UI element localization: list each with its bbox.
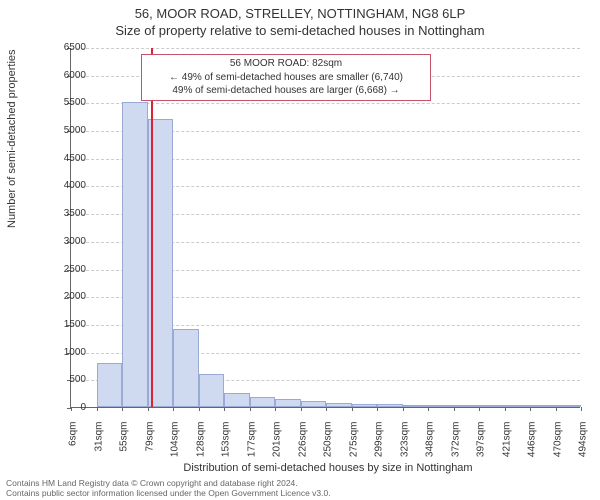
ytick-label: 5000 — [36, 126, 86, 136]
xtick-label: 446sqm — [527, 422, 538, 472]
chart-title-block: 56, MOOR ROAD, STRELLEY, NOTTINGHAM, NG8… — [0, 0, 600, 40]
xtick-label: 177sqm — [246, 422, 257, 472]
xtick-label: 421sqm — [501, 422, 512, 472]
ytick-label: 0 — [36, 403, 86, 413]
ytick-label: 2000 — [36, 292, 86, 302]
xtick-mark — [377, 407, 378, 411]
gridline — [71, 48, 580, 49]
ytick-label: 3500 — [36, 209, 86, 219]
histogram-bar — [454, 405, 480, 407]
ytick-label: 4000 — [36, 181, 86, 191]
ytick-label: 500 — [36, 375, 86, 385]
ytick-label: 5500 — [36, 98, 86, 108]
ytick-label: 3000 — [36, 237, 86, 247]
xtick-mark — [301, 407, 302, 411]
ytick-label: 6500 — [36, 43, 86, 53]
histogram-bar — [250, 397, 276, 407]
xtick-mark — [199, 407, 200, 411]
xtick-label: 250sqm — [323, 422, 334, 472]
xtick-label: 372sqm — [450, 422, 461, 472]
chart-footer: Contains HM Land Registry data © Crown c… — [6, 478, 331, 498]
annotation-line1: 56 MOOR ROAD: 82sqm — [148, 57, 424, 71]
x-axis-label: Distribution of semi-detached houses by … — [28, 462, 600, 474]
xtick-label: 299sqm — [374, 422, 385, 472]
xtick-label: 201sqm — [272, 422, 283, 472]
annotation-line3: 49% of semi-detached houses are larger (… — [148, 84, 424, 98]
footer-line1: Contains HM Land Registry data © Crown c… — [6, 478, 331, 488]
xtick-mark — [556, 407, 557, 411]
ytick-label: 2500 — [36, 265, 86, 275]
xtick-label: 397sqm — [476, 422, 487, 472]
xtick-label: 348sqm — [425, 422, 436, 472]
xtick-mark — [581, 407, 582, 411]
histogram-bar — [403, 405, 429, 407]
xtick-mark — [275, 407, 276, 411]
histogram-bar — [505, 405, 531, 407]
annotation-box: 56 MOOR ROAD: 82sqm← 49% of semi-detache… — [141, 54, 431, 101]
xtick-mark — [173, 407, 174, 411]
xtick-label: 104sqm — [170, 422, 181, 472]
xtick-mark — [326, 407, 327, 411]
histogram-bar — [326, 403, 352, 407]
xtick-mark — [352, 407, 353, 411]
xtick-label: 275sqm — [348, 422, 359, 472]
xtick-label: 79sqm — [144, 422, 155, 472]
ytick-label: 4500 — [36, 154, 86, 164]
histogram-bar — [97, 363, 123, 407]
histogram-bar — [199, 374, 225, 407]
chart-title-line2: Size of property relative to semi-detach… — [0, 23, 600, 40]
histogram-bar — [173, 329, 199, 407]
property-marker-line — [151, 48, 153, 407]
xtick-mark — [530, 407, 531, 411]
chart-title-line1: 56, MOOR ROAD, STRELLEY, NOTTINGHAM, NG8… — [0, 6, 600, 23]
xtick-label: 6sqm — [68, 422, 79, 472]
ytick-label: 6000 — [36, 71, 86, 81]
xtick-mark — [454, 407, 455, 411]
xtick-mark — [97, 407, 98, 411]
histogram-bar — [556, 405, 582, 407]
xtick-mark — [403, 407, 404, 411]
ytick-label: 1500 — [36, 320, 86, 330]
xtick-label: 153sqm — [221, 422, 232, 472]
ytick-label: 1000 — [36, 348, 86, 358]
histogram-bar — [224, 393, 250, 407]
xtick-label: 226sqm — [297, 422, 308, 472]
histogram-bar — [530, 405, 556, 407]
xtick-mark — [250, 407, 251, 411]
histogram-bar — [301, 401, 327, 407]
xtick-label: 494sqm — [578, 422, 589, 472]
plot-area: 56 MOOR ROAD: 82sqm← 49% of semi-detache… — [70, 48, 580, 408]
histogram-bar — [352, 404, 378, 407]
xtick-label: 128sqm — [195, 422, 206, 472]
footer-line2: Contains public sector information licen… — [6, 488, 331, 498]
y-axis-label: Number of semi-detached properties — [6, 49, 18, 228]
histogram-bar — [377, 404, 403, 407]
histogram-bar — [479, 405, 505, 407]
xtick-label: 323sqm — [399, 422, 410, 472]
xtick-mark — [224, 407, 225, 411]
xtick-mark — [479, 407, 480, 411]
xtick-label: 31sqm — [93, 422, 104, 472]
xtick-mark — [505, 407, 506, 411]
histogram-bar — [122, 102, 148, 407]
histogram-bar — [428, 405, 454, 407]
xtick-label: 55sqm — [119, 422, 130, 472]
xtick-mark — [148, 407, 149, 411]
xtick-mark — [122, 407, 123, 411]
histogram-bar — [275, 399, 301, 407]
xtick-mark — [428, 407, 429, 411]
annotation-line2: ← 49% of semi-detached houses are smalle… — [148, 71, 424, 85]
xtick-label: 470sqm — [552, 422, 563, 472]
